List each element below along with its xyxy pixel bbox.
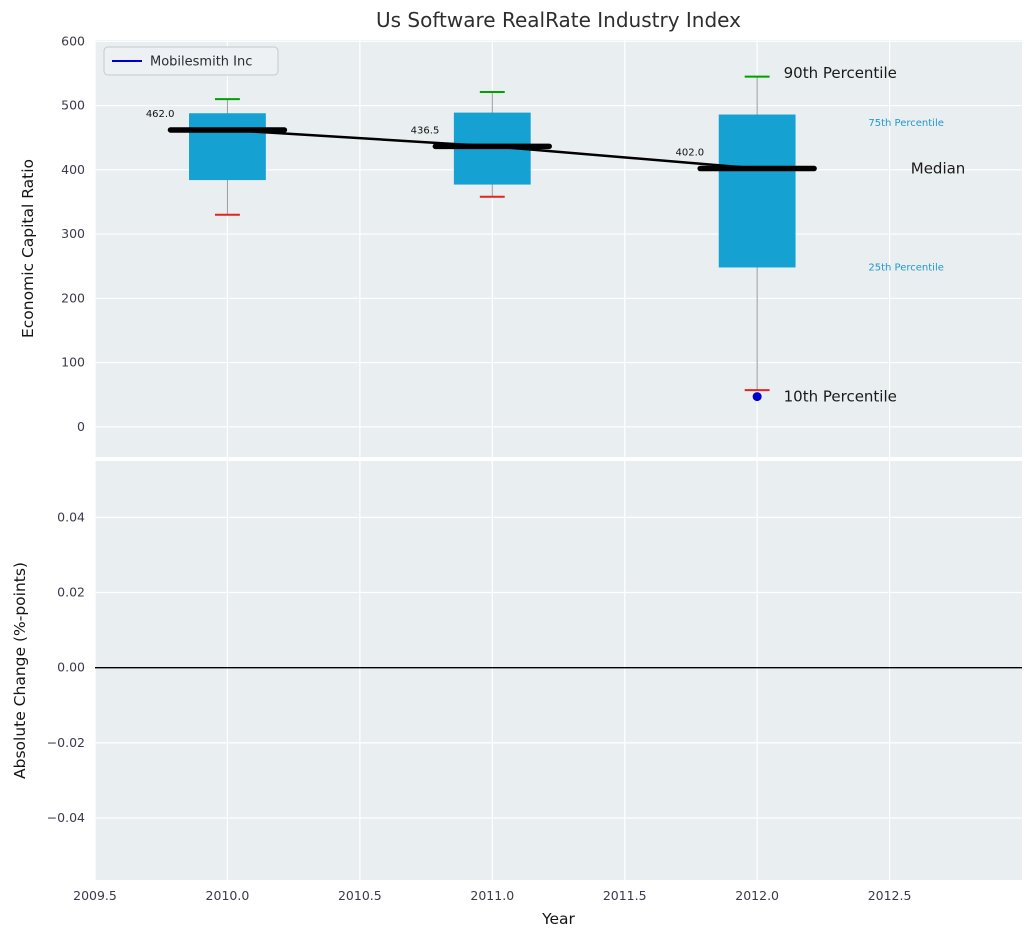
top-y-tick-label: 300	[61, 226, 85, 241]
annotation-75th-percentile: 75th Percentile	[868, 118, 944, 129]
bottom-y-tick-label: −0.04	[47, 810, 85, 825]
top-y-tick-label: 0	[77, 419, 85, 434]
x-tick-label: 2011.0	[470, 888, 514, 903]
top-y-tick-label: 400	[61, 162, 85, 177]
median-value-label: 436.5	[411, 125, 440, 136]
top-y-axis-label: Economic Capital Ratio	[19, 159, 37, 338]
top-y-tick-label: 200	[61, 290, 85, 305]
bottom-y-tick-label: −0.02	[47, 735, 85, 750]
annotation-90th-percentile: 90th Percentile	[784, 64, 897, 82]
x-tick-label: 2010.0	[206, 888, 250, 903]
x-tick-label: 2012.0	[735, 888, 779, 903]
x-axis-label: Year	[541, 910, 575, 928]
bottom-y-tick-label: 0.04	[57, 509, 85, 524]
bottom-y-axis-label: Absolute Change (%-points)	[11, 562, 29, 779]
x-tick-label: 2012.5	[868, 888, 912, 903]
legend-box	[103, 46, 279, 76]
x-tick-label: 2010.5	[338, 888, 382, 903]
top-y-tick-label: 600	[61, 33, 85, 48]
company-data-point	[752, 392, 762, 402]
iqr-box	[718, 114, 796, 268]
chart-title: Us Software RealRate Industry Index	[376, 8, 741, 32]
median-value-label: 402.0	[676, 148, 705, 159]
annotation-median: Median	[911, 160, 966, 178]
iqr-box	[189, 113, 266, 181]
annotation-25th-percentile: 25th Percentile	[868, 263, 944, 274]
x-tick-label: 2009.5	[73, 888, 117, 903]
legend-label: Mobilesmith Inc	[150, 55, 252, 70]
top-y-tick-label: 100	[61, 355, 85, 370]
median-value-label: 462.0	[146, 109, 175, 120]
bottom-y-tick-label: 0.02	[57, 585, 85, 600]
x-tick-label: 2011.5	[603, 888, 647, 903]
bottom-y-tick-label: 0.00	[57, 660, 85, 675]
annotation-10th-percentile: 10th Percentile	[784, 388, 897, 406]
top-y-tick-label: 500	[61, 98, 85, 113]
bottom-panel-background	[95, 461, 1022, 880]
top-panel-background	[95, 40, 1022, 457]
